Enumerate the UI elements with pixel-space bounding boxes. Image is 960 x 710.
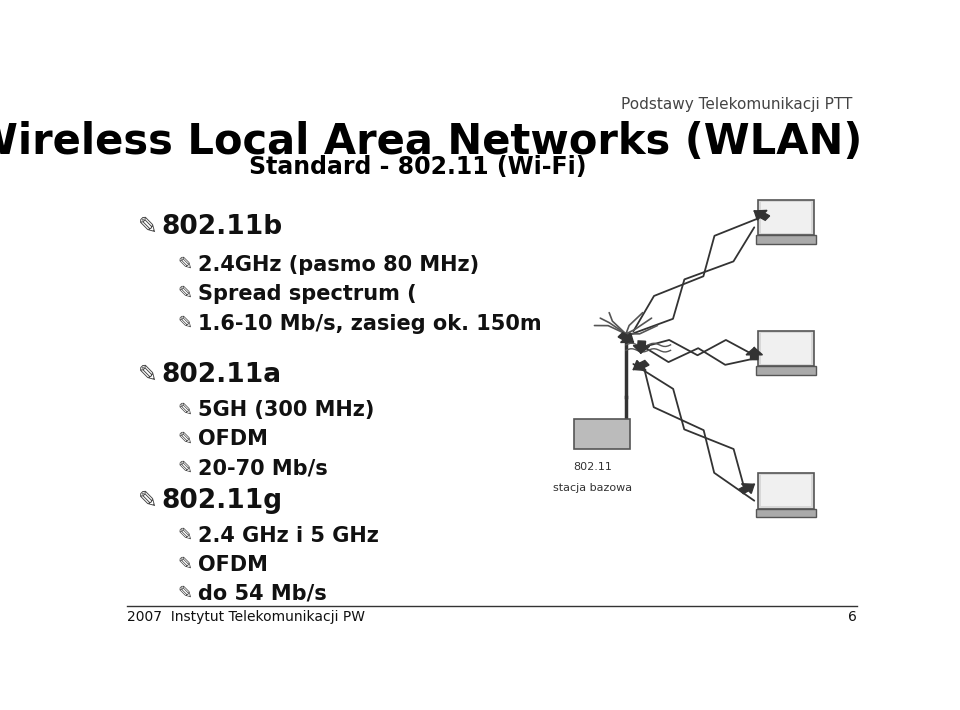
Text: Standard - 802.11 (Wi-Fi): Standard - 802.11 (Wi-Fi) <box>249 155 587 179</box>
Text: ✎: ✎ <box>178 584 193 603</box>
Text: ✎: ✎ <box>138 215 158 239</box>
FancyArrow shape <box>618 332 634 342</box>
Text: 1.6-10 Mb/s, zasieg ok. 150m: 1.6-10 Mb/s, zasieg ok. 150m <box>198 314 541 334</box>
Text: ✎: ✎ <box>178 556 193 574</box>
Text: ✎: ✎ <box>178 527 193 545</box>
Text: 2.4 GHz i 5 GHz: 2.4 GHz i 5 GHz <box>198 525 379 546</box>
Text: 802.11b: 802.11b <box>161 214 282 241</box>
Bar <box>756 508 816 518</box>
FancyArrow shape <box>634 341 650 353</box>
Text: ✎: ✎ <box>138 488 158 513</box>
Text: 2007  Instytut Telekomunikacji PW: 2007 Instytut Telekomunikacji PW <box>128 610 366 624</box>
Bar <box>756 366 816 375</box>
Text: 20-70 Mb/s: 20-70 Mb/s <box>198 459 328 479</box>
Bar <box>758 200 814 235</box>
Text: Podstawy Telekomunikacji PTT: Podstawy Telekomunikacji PTT <box>621 97 852 112</box>
Text: OFDM: OFDM <box>198 555 268 574</box>
FancyArrow shape <box>739 484 755 493</box>
Text: 6: 6 <box>848 610 856 624</box>
Text: 2.4GHz (pasmo 80 MHz): 2.4GHz (pasmo 80 MHz) <box>198 254 479 275</box>
Bar <box>761 333 811 364</box>
Text: ✎: ✎ <box>178 285 193 303</box>
Text: ✎: ✎ <box>178 401 193 420</box>
Bar <box>574 419 630 449</box>
Text: ✎: ✎ <box>178 430 193 449</box>
Bar <box>761 475 811 506</box>
Text: Wireless Local Area Networks (WLAN): Wireless Local Area Networks (WLAN) <box>0 121 863 163</box>
Text: stacja bazowa: stacja bazowa <box>553 484 632 493</box>
Text: ✎: ✎ <box>178 315 193 332</box>
Bar <box>758 331 814 366</box>
Bar <box>761 202 811 233</box>
Text: do 54 Mb/s: do 54 Mb/s <box>198 584 326 604</box>
Text: 802.11: 802.11 <box>573 462 612 472</box>
Text: Spread spectrum (: Spread spectrum ( <box>198 284 417 304</box>
FancyArrow shape <box>755 210 770 220</box>
Text: ✎: ✎ <box>138 363 158 387</box>
Text: 5GH (300 MHz): 5GH (300 MHz) <box>198 400 374 420</box>
Text: ✎: ✎ <box>178 460 193 478</box>
Text: 802.11g: 802.11g <box>161 488 282 514</box>
FancyArrow shape <box>634 361 649 371</box>
FancyArrow shape <box>746 348 762 360</box>
Bar <box>758 473 814 508</box>
Bar <box>756 235 816 244</box>
Text: OFDM: OFDM <box>198 430 268 449</box>
Text: ✎: ✎ <box>178 256 193 273</box>
Text: 802.11a: 802.11a <box>161 362 281 388</box>
